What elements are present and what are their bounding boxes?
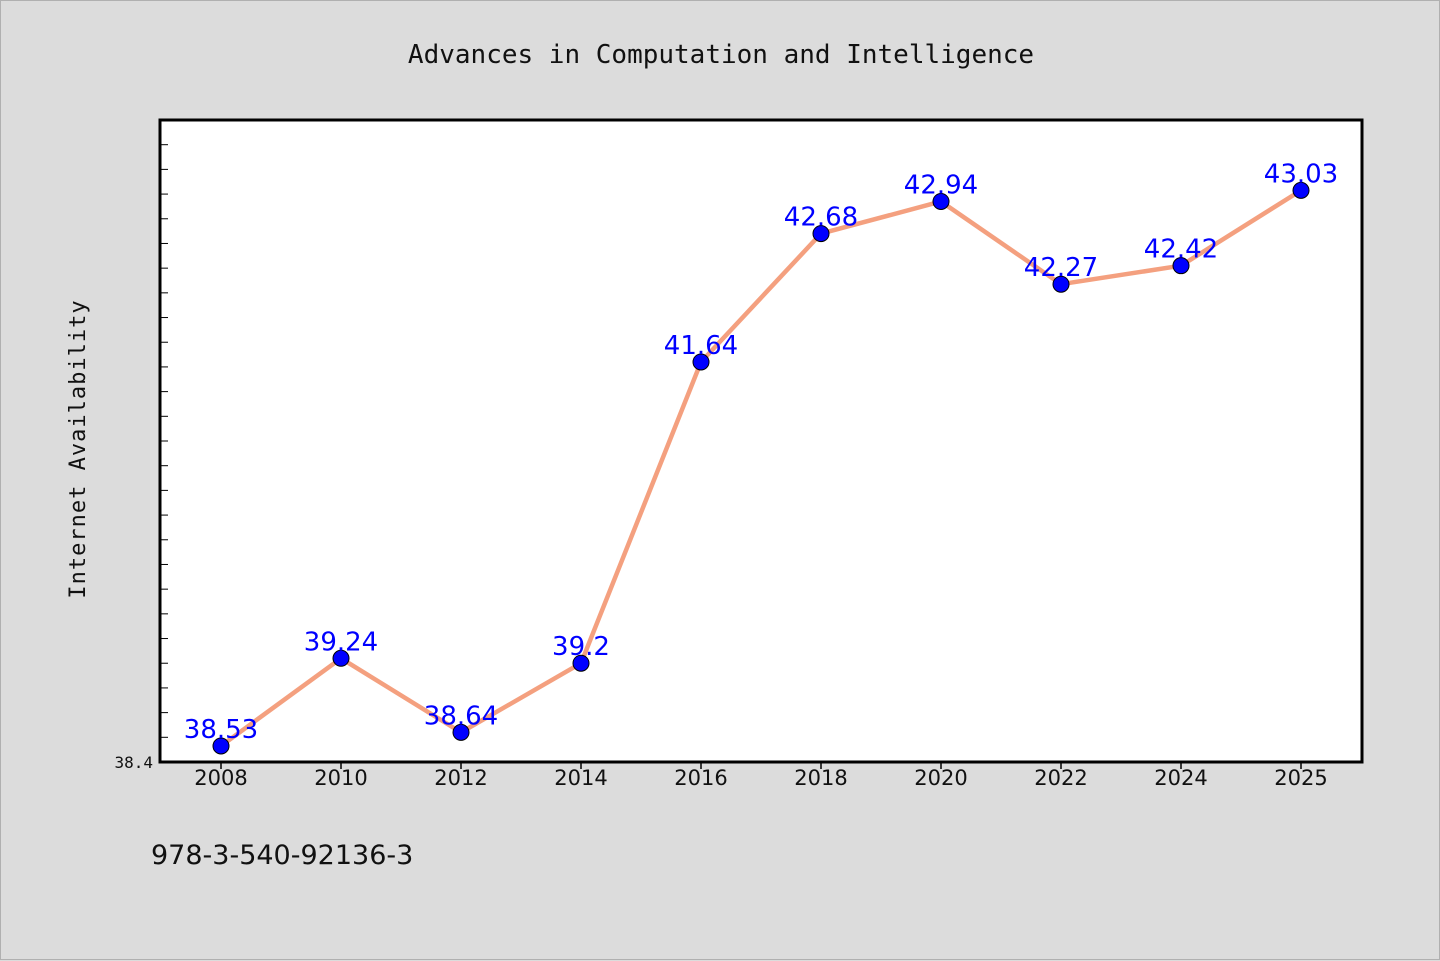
plot-area: [158, 118, 1364, 764]
y-axis-label: Internet Availability: [66, 299, 91, 598]
data-point: [212, 737, 230, 755]
x-tick-label: 2025: [1274, 766, 1327, 790]
x-tick-label: 2012: [434, 766, 487, 790]
data-point: [1292, 181, 1310, 199]
data-label: 42.68: [784, 203, 858, 233]
series-layer: 38.53 39.24 38.64 39.2 41.64 42.68 42.94 42.27 4…: [184, 159, 1338, 755]
data-label: 39.24: [304, 627, 378, 657]
data-label: 38.53: [184, 715, 258, 745]
data-point: [332, 649, 350, 667]
y-tick-label: 38.4: [114, 753, 153, 772]
data-label: 43.03: [1264, 159, 1338, 189]
data-point: [1052, 275, 1070, 293]
data-point: [1172, 257, 1190, 275]
x-tick-label: 2010: [314, 766, 367, 790]
x-tick-label: 2020: [914, 766, 967, 790]
series-line: [219, 188, 1303, 748]
x-tick-label: 2018: [794, 766, 847, 790]
data-label: 42.94: [904, 170, 978, 200]
data-point: [812, 225, 830, 243]
x-tick-label: 2024: [1154, 766, 1207, 790]
data-label: 39.2: [552, 632, 610, 662]
isbn-text: 978-3-540-92136-3: [151, 840, 413, 871]
data-label: 42.27: [1024, 253, 1098, 283]
data-point: [572, 654, 590, 672]
data-point: [692, 353, 710, 371]
x-tick-label: 2022: [1034, 766, 1087, 790]
chart-title: Advances in Computation and Intelligence: [408, 40, 1034, 70]
x-tick-label: 2016: [674, 766, 727, 790]
x-tick-label: 2008: [194, 766, 247, 790]
data-label: 42.42: [1144, 235, 1218, 265]
x-axis: 2008 2010 2012 2014 2016 2018 2020 2022 2024 2025: [194, 762, 1328, 790]
data-label: 41.64: [664, 331, 738, 361]
data-point: [932, 192, 950, 210]
y-axis-ticks: [160, 119, 168, 763]
data-point: [452, 723, 470, 741]
x-tick-label: 2014: [554, 766, 607, 790]
data-label: 38.64: [424, 701, 498, 731]
